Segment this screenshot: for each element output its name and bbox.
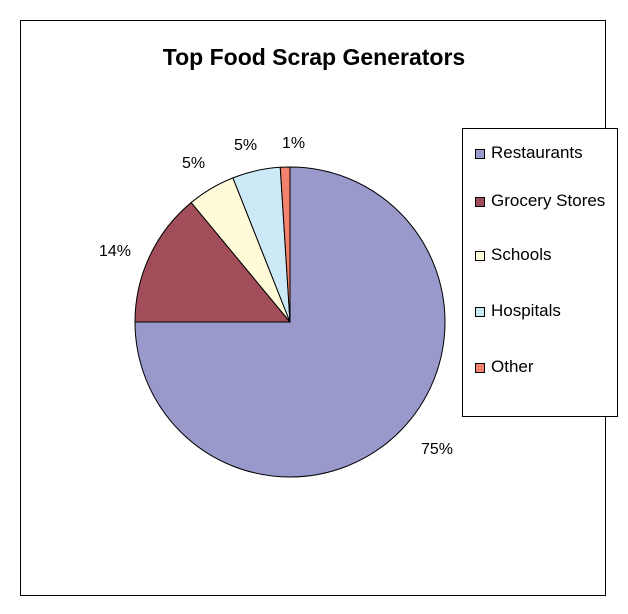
legend-label: Grocery Stores	[491, 191, 606, 210]
data-label-other: 1%	[282, 135, 305, 152]
data-label-hospitals: 5%	[234, 137, 257, 154]
legend-swatch-other	[475, 363, 485, 373]
legend-swatch-grocery-stores	[475, 197, 485, 207]
legend-label: Other	[491, 357, 534, 376]
chart-title: Top Food Scrap Generators	[162, 44, 466, 70]
data-label-schools: 5%	[182, 155, 205, 172]
legend-label: Schools	[491, 245, 552, 264]
legend: Restaurants Grocery Stores Schools Hospi…	[462, 128, 618, 417]
legend-label: Hospitals	[491, 301, 561, 320]
data-label-restaurants: 75%	[421, 441, 453, 458]
legend-label: Restaurants	[491, 143, 583, 162]
legend-swatch-hospitals	[475, 307, 485, 317]
pie-slice-restaurants	[134, 166, 446, 478]
pie-slice-grocery-stores	[134, 201, 292, 323]
legend-swatch-schools	[475, 251, 485, 261]
legend-swatch-restaurants	[475, 149, 485, 159]
pie-slice-other	[279, 166, 291, 323]
data-label-grocery-stores: 14%	[99, 243, 131, 260]
